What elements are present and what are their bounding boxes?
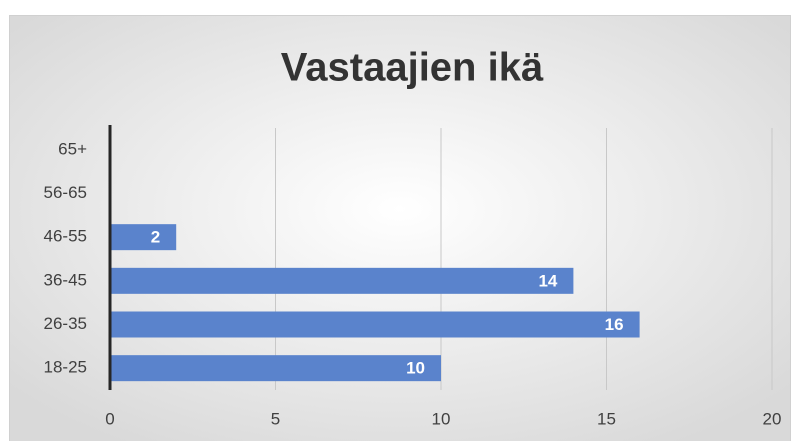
chart-title: Vastaajien ikä bbox=[281, 46, 544, 90]
y-tick-label: 46-55 bbox=[44, 227, 87, 246]
data-label: 10 bbox=[406, 359, 425, 378]
x-tick-label: 15 bbox=[597, 409, 616, 428]
x-tick-label: 10 bbox=[432, 409, 451, 428]
bar bbox=[110, 311, 640, 338]
x-tick-label: 5 bbox=[271, 409, 280, 428]
bar bbox=[110, 267, 574, 294]
x-tick-label: 0 bbox=[105, 409, 114, 428]
y-tick-label: 56-65 bbox=[44, 183, 87, 202]
data-label: 16 bbox=[605, 315, 624, 334]
y-tick-label: 65+ bbox=[58, 139, 87, 158]
y-tick-label: 36-45 bbox=[44, 270, 87, 289]
bar bbox=[110, 224, 177, 251]
data-label: 2 bbox=[151, 228, 160, 247]
y-tick-label: 26-35 bbox=[44, 314, 87, 333]
data-label: 14 bbox=[538, 271, 557, 290]
x-tick-label: 20 bbox=[763, 409, 782, 428]
bar bbox=[110, 355, 441, 382]
y-tick-label: 18-25 bbox=[44, 358, 87, 377]
